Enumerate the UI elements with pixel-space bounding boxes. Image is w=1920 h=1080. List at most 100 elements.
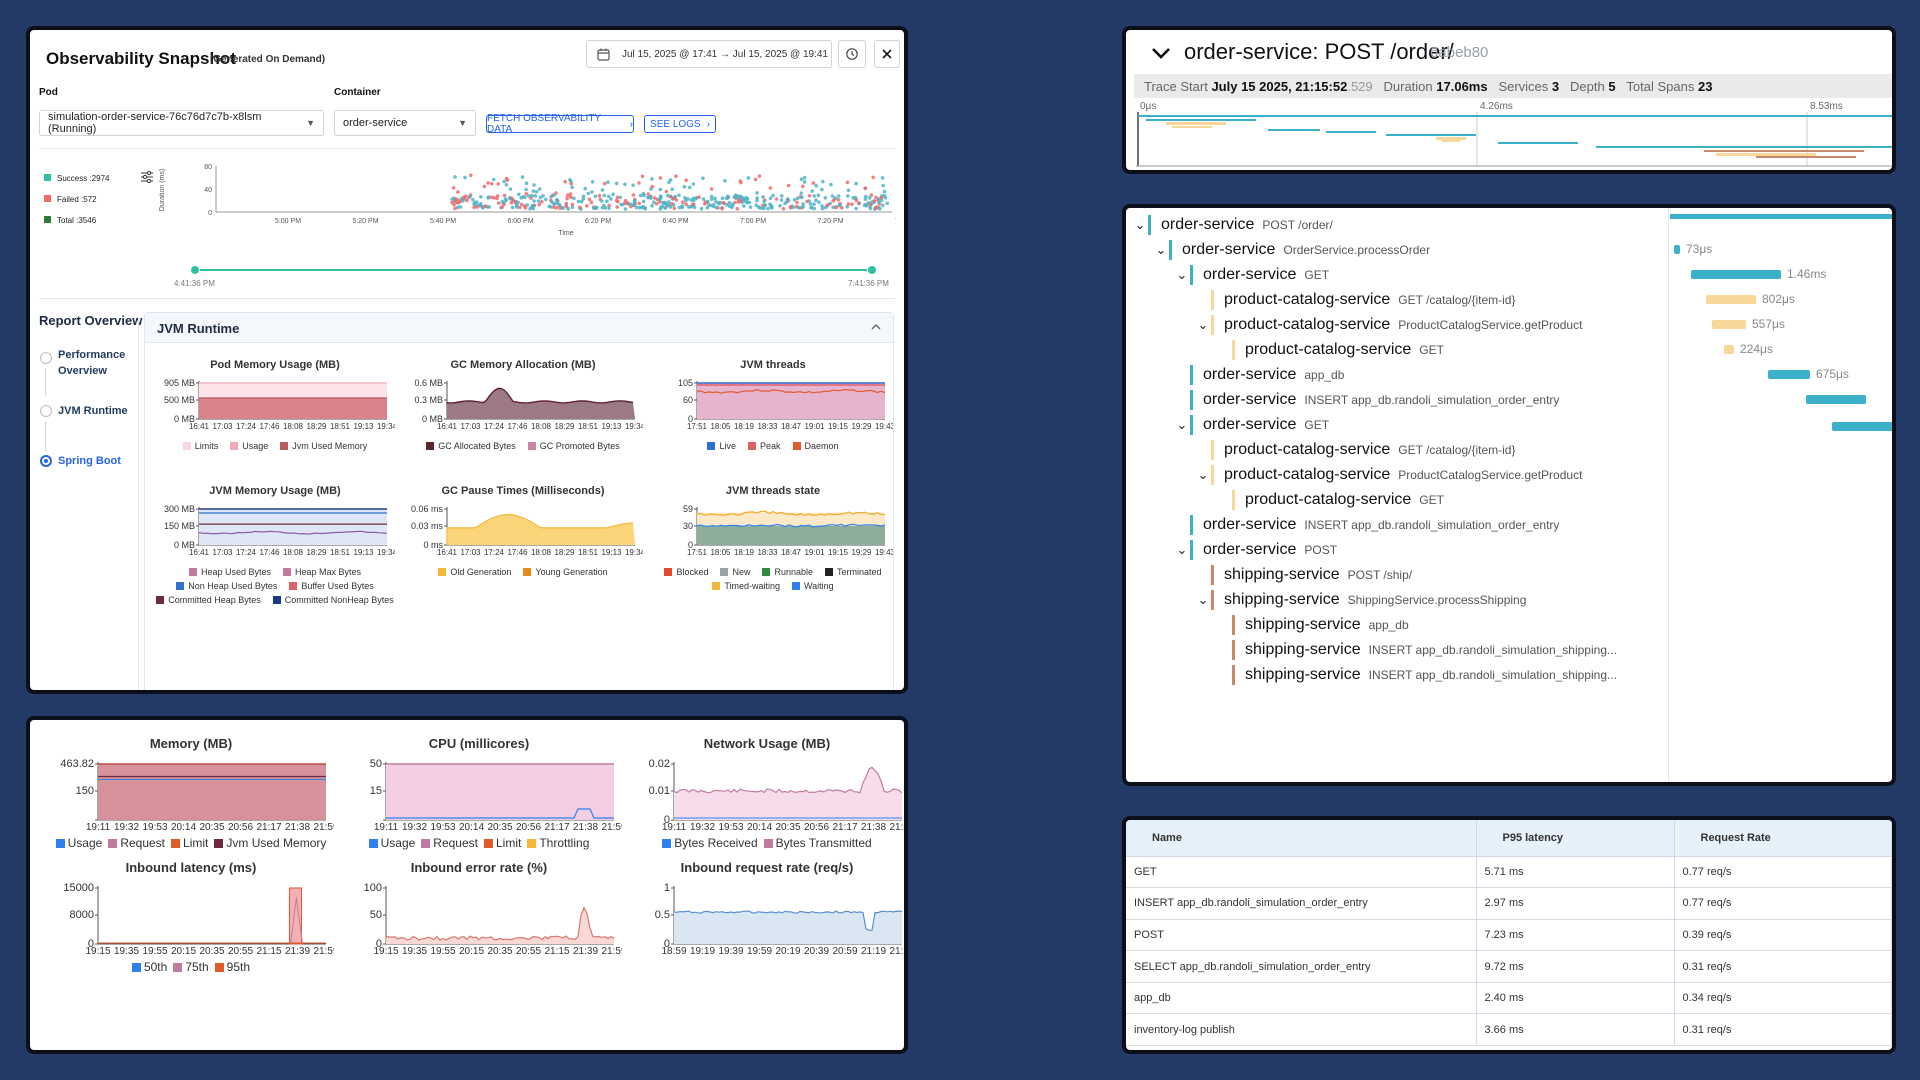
span-duration-bar[interactable] [1724, 345, 1734, 354]
expand-chevron-icon[interactable]: ⌄ [1197, 467, 1209, 482]
chevron-up-icon[interactable] [871, 323, 881, 331]
span-row[interactable]: shipping-service INSERT app_db.randoli_si… [1216, 660, 1806, 690]
span-row[interactable]: order-service INSERT app_db.randoli_simul… [1174, 510, 1764, 540]
span-row[interactable]: ⌄ product-catalog-service ProductCatalogSe… [1195, 310, 1785, 340]
span-row[interactable]: shipping-service app_db [1216, 610, 1806, 640]
series-line [673, 766, 903, 794]
metric-chart-3: Inbound latency (ms) 15000 8000 0 19:15 19:35… [48, 860, 334, 980]
span-row[interactable]: product-catalog-service GET [1216, 335, 1806, 365]
timeline-tick: 0μs [1140, 101, 1157, 112]
span-row[interactable]: shipping-service INSERT app_db.randoli_si… [1216, 635, 1806, 665]
span-duration-bar[interactable] [1674, 245, 1680, 254]
column-header-p95[interactable]: P95 latency [1476, 820, 1675, 857]
nav-radio-spring-boot[interactable] [40, 455, 52, 467]
time-range-slider[interactable] [180, 264, 900, 276]
success-point [579, 207, 583, 211]
fetch-observability-button[interactable]: FETCH OBSERVABILITY DATA › [486, 113, 634, 135]
nav-radio-performance[interactable] [40, 352, 52, 364]
span-duration-bar[interactable] [1706, 295, 1756, 304]
span-row[interactable]: order-service INSERT app_db.randoli_simul… [1174, 385, 1764, 415]
history-button[interactable] [838, 40, 866, 68]
legend-swatch [720, 568, 729, 576]
success-point [486, 196, 491, 200]
span-row[interactable]: ⌄ product-catalog-service ProductCatalogSe… [1195, 460, 1785, 490]
span-row[interactable]: product-catalog-service GET /catalog/{ite… [1195, 435, 1785, 465]
legend-item: 95th [214, 960, 250, 974]
pod-select[interactable]: simulation-order-service-76c76d7c7b-x8ls… [39, 110, 324, 136]
slider-handle-end[interactable] [867, 265, 877, 275]
duration-label: Duration [1383, 78, 1433, 94]
nav-performance-overview[interactable]: Performance Overview [58, 349, 126, 377]
jvm-chart-2: JVM threads 105 60 0 17:51 18:05 18:19 18:33 18:… [653, 359, 893, 479]
failed-point [786, 183, 791, 188]
success-point [701, 197, 706, 201]
table-row[interactable]: inventory-log publish 3.66 ms 0.31 req/s [1126, 1013, 1892, 1047]
column-header-name[interactable]: Name [1126, 820, 1477, 857]
legend-swatch [289, 582, 298, 590]
minimap-span [1146, 119, 1256, 121]
table-row[interactable]: SELECT app_db.randoli_simulation_order_e… [1126, 950, 1892, 983]
x-tick-label: 6:20 PM [585, 218, 611, 225]
nav-jvm-runtime[interactable]: JVM Runtime [58, 405, 128, 417]
total-spans-value: 23 [1697, 78, 1713, 94]
success-point [854, 181, 858, 186]
table-row[interactable]: INSERT app_db.randoli_simulation_order_e… [1126, 887, 1892, 920]
failed-point [669, 202, 674, 206]
span-duration-bar[interactable] [1806, 395, 1866, 404]
table-row[interactable]: app_db 2.40 ms 0.34 req/s [1126, 982, 1892, 1015]
span-row[interactable]: ⌄ shipping-service ShippingService.process… [1195, 585, 1785, 615]
failed-point [469, 173, 473, 178]
failed-point [652, 196, 657, 200]
y-tick-label: 300 MB [164, 504, 195, 514]
span-duration-bar[interactable] [1832, 422, 1892, 431]
series-area [98, 764, 326, 820]
span-row[interactable]: ⌄ order-service GET [1174, 260, 1764, 290]
collapse-chevron-icon[interactable] [1150, 46, 1172, 60]
span-duration-bar[interactable] [1712, 320, 1746, 329]
expand-chevron-icon[interactable]: ⌄ [1176, 267, 1188, 282]
success-point [507, 196, 512, 200]
span-duration-bar[interactable] [1768, 370, 1810, 379]
span-row[interactable]: shipping-service POST /ship/ [1195, 560, 1785, 590]
span-row[interactable]: order-service app_db [1174, 360, 1764, 390]
expand-chevron-icon[interactable]: ⌄ [1176, 417, 1188, 432]
table-row[interactable]: GET 5.71 ms 0.77 req/s [1126, 856, 1892, 889]
failed-point [845, 180, 850, 185]
span-duration-bar[interactable] [1670, 214, 1892, 219]
failed-point [502, 193, 507, 198]
x-tick-label: 16:41 [189, 548, 210, 557]
jvm-runtime-header[interactable]: JVM Runtime [145, 313, 893, 343]
trace-minimap[interactable] [1136, 112, 1896, 172]
column-header-rate[interactable]: Request Rate [1674, 820, 1892, 857]
expand-chevron-icon[interactable]: ⌄ [1197, 592, 1209, 607]
failed-point [801, 184, 805, 189]
success-point [680, 204, 684, 208]
expand-chevron-icon[interactable]: ⌄ [1176, 542, 1188, 557]
legend-label: Jvm Used Memory [292, 441, 368, 451]
chart-title: Memory (MB) [149, 736, 233, 751]
span-row[interactable]: ⌄ order-service POST /order/ [1132, 210, 1722, 240]
see-logs-button[interactable]: SEE LOGS › [644, 115, 716, 133]
minimap-span [1386, 134, 1476, 136]
span-row[interactable]: ⌄ order-service POST [1174, 535, 1764, 565]
span-row[interactable]: product-catalog-service GET [1216, 485, 1806, 515]
span-duration-bar[interactable] [1691, 270, 1781, 279]
nav-spring-boot[interactable]: Spring Boot [58, 455, 121, 467]
slider-handle-start[interactable] [190, 265, 200, 275]
service-color-bar [1190, 515, 1193, 535]
span-row[interactable]: ⌄ order-service OrderService.processOrder [1153, 235, 1743, 265]
expand-chevron-icon[interactable]: ⌄ [1155, 242, 1167, 257]
nav-radio-jvm[interactable] [40, 405, 52, 417]
expand-chevron-icon[interactable]: ⌄ [1134, 217, 1146, 232]
filter-settings-icon[interactable] [140, 170, 154, 184]
span-row[interactable]: product-catalog-service GET /catalog/{ite… [1195, 285, 1785, 315]
span-row[interactable]: ⌄ order-service GET [1174, 410, 1764, 440]
close-button[interactable] [874, 40, 900, 68]
service-color-bar [1211, 440, 1214, 460]
table-row[interactable]: POST 7.23 ms 0.39 req/s [1126, 919, 1892, 952]
container-select[interactable]: order-service ▼ [334, 110, 476, 136]
time-range-picker[interactable]: Jul 15, 2025 @ 17:41 → Jul 15, 2025 @ 19… [586, 40, 832, 68]
expand-chevron-icon[interactable]: ⌄ [1197, 317, 1209, 332]
